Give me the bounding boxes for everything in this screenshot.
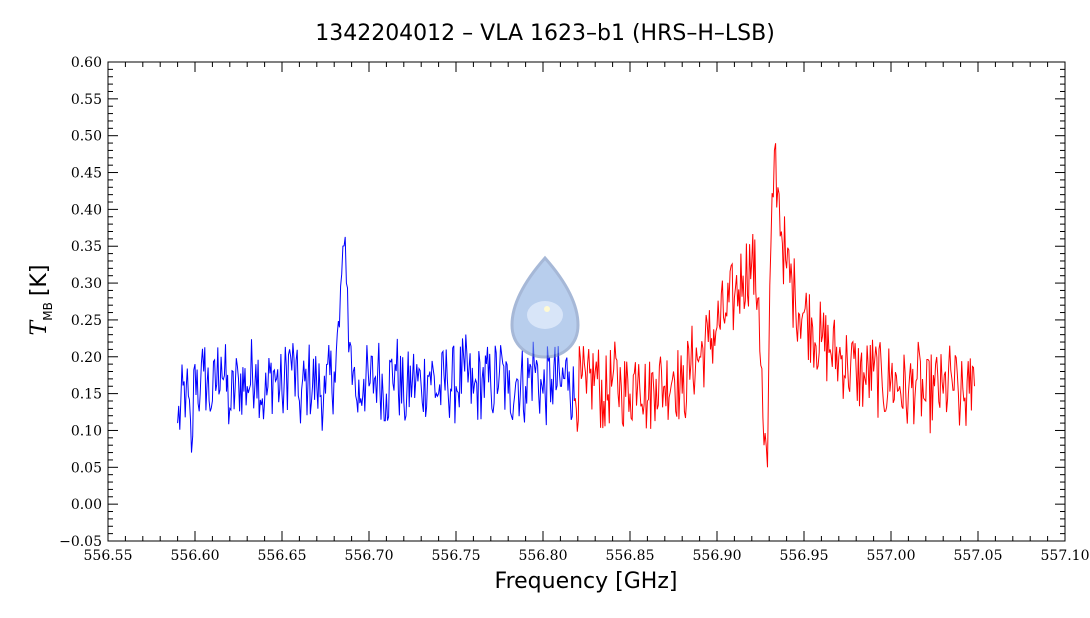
x-tick-label: 556.90	[693, 548, 742, 564]
x-tick-label: 556.65	[258, 548, 307, 564]
x-tick-label: 556.85	[606, 548, 655, 564]
y-tick-label: 0.20	[71, 350, 102, 366]
x-tick-label: 557.05	[954, 548, 1003, 564]
x-tick-label: 556.95	[780, 548, 829, 564]
y-tick-label: 0.40	[71, 202, 102, 218]
series-blue-line	[177, 236, 575, 453]
y-tick-label: 0.55	[71, 92, 102, 108]
series-red-line	[573, 143, 975, 468]
y-tick-label: −0.05	[59, 534, 102, 550]
x-tick-label: 556.70	[345, 548, 394, 564]
x-tick-label: 557.00	[867, 548, 916, 564]
chart-title: 1342204012 – VLA 1623–b1 (HRS–H–LSB)	[315, 21, 775, 46]
y-tick-label: 0.60	[71, 55, 102, 71]
x-tick-label: 557.10	[1041, 548, 1090, 564]
y-tick-label: 0.00	[71, 497, 102, 513]
x-tick-label: 556.55	[84, 548, 133, 564]
x-axis-label: Frequency [GHz]	[495, 569, 678, 594]
x-tick-label: 556.75	[432, 548, 481, 564]
y-tick-label: 0.10	[71, 423, 102, 439]
x-tick-label: 556.60	[171, 548, 220, 564]
y-tick-label: 0.15	[71, 387, 102, 403]
x-axis: 556.55 556.60 556.65 556.70 556.75 556.80 556.…	[84, 62, 1090, 564]
y-axis-label: TMB [K]	[27, 265, 55, 336]
y-tick-label: 0.35	[71, 239, 102, 255]
y-axis-symbol: T	[27, 318, 52, 335]
y-axis-unit: [K]	[27, 265, 52, 297]
y-axis-subscript: MB	[41, 302, 55, 321]
plot-frame	[107, 61, 1066, 542]
y-tick-label: 0.50	[71, 129, 102, 145]
y-tick-label: 0.25	[71, 313, 102, 329]
watermark-logo	[510, 255, 580, 359]
y-tick-label: 0.30	[71, 276, 102, 292]
y-tick-label: 0.05	[71, 460, 102, 476]
plot-lines	[177, 143, 975, 468]
y-tick-label: 0.45	[71, 166, 102, 182]
y-axis: −0.05 0.00 0.05 0.10 0.15 0.20 0.25 0.30 0.35 0.4…	[59, 55, 1065, 550]
x-tick-label: 556.80	[519, 548, 568, 564]
